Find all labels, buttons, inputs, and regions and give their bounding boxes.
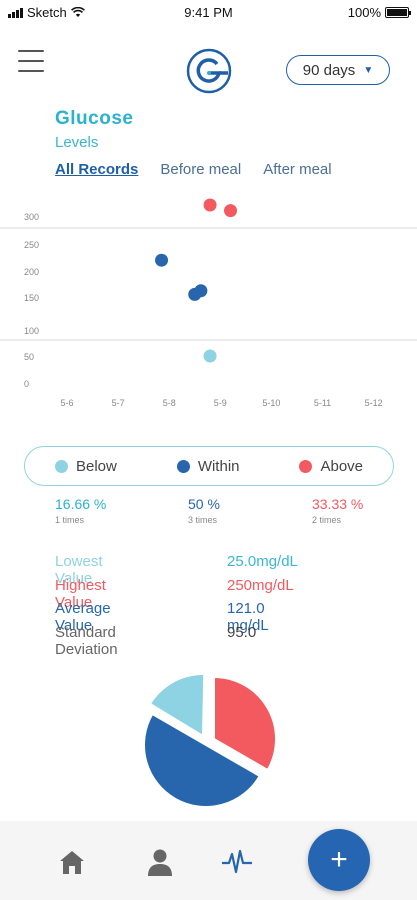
pie-slice-within[interactable] <box>143 712 262 808</box>
range-dropdown[interactable]: 90 days ▼ <box>286 55 390 85</box>
y-tick-label: 250 <box>24 240 39 250</box>
range-label: 90 days <box>302 61 356 79</box>
app-logo <box>186 48 232 94</box>
within-percent: 50 % <box>188 496 220 512</box>
tab-after-meal[interactable]: After meal <box>263 161 332 178</box>
category-legend: Below Within Above <box>24 446 394 486</box>
below-times: 1 times <box>55 515 85 525</box>
x-tick-label: 5-9 <box>214 398 227 408</box>
above-times: 2 times <box>312 515 342 525</box>
tab-all-records[interactable]: All Records <box>55 161 139 178</box>
stat-value: 121.0 mg/dL <box>227 600 269 634</box>
y-tick-label: 100 <box>24 326 39 336</box>
stat-value: 25.0mg/dL <box>227 553 298 570</box>
y-tick-label: 0 <box>24 379 29 389</box>
x-tick-label: 5-10 <box>262 398 280 408</box>
above-data-point[interactable] <box>224 204 238 218</box>
within-data-point[interactable] <box>194 284 208 298</box>
data-points <box>155 198 238 363</box>
page-subtitle: Levels <box>55 134 99 151</box>
carrier-group: Sketch <box>8 5 85 20</box>
y-axis-ticks: 300 250 200 150 100 50 0 <box>24 212 39 389</box>
page-title: Glucose <box>55 108 134 129</box>
signal-icon <box>8 7 23 18</box>
carrier-name: Sketch <box>27 5 67 20</box>
within-data-point[interactable] <box>155 253 169 267</box>
y-tick-label: 300 <box>24 212 39 222</box>
below-dot-icon <box>54 459 68 473</box>
within-times: 3 times <box>188 515 218 525</box>
caret-down-icon: ▼ <box>363 64 374 76</box>
tab-before-meal[interactable]: Before meal <box>160 161 242 178</box>
x-tick-label: 5-7 <box>112 398 125 408</box>
legend-label: Below <box>75 457 117 475</box>
profile-icon[interactable] <box>147 848 173 876</box>
below-percent: 16.66 % <box>55 496 107 512</box>
above-percent: 33.33 % <box>312 496 364 512</box>
y-tick-label: 200 <box>24 267 39 277</box>
stat-value: 250mg/dL <box>227 576 294 594</box>
within-dot-icon <box>176 459 190 473</box>
record-tabs: All Records Before meal After meal <box>55 161 354 178</box>
add-record-button[interactable]: + <box>308 829 370 891</box>
x-tick-label: 5-11 <box>314 398 331 408</box>
x-tick-label: 5-12 <box>365 398 383 408</box>
legend-label: Within <box>197 457 240 475</box>
home-icon[interactable] <box>58 849 86 875</box>
legend-below[interactable]: Below <box>54 457 117 475</box>
stat-label: Lowest Value <box>55 553 103 587</box>
menu-icon[interactable] <box>18 50 44 72</box>
battery-percent: 100% <box>347 5 381 20</box>
x-tick-label: 5-8 <box>163 398 176 408</box>
pie-slice-below[interactable] <box>148 673 206 738</box>
above-dot-icon <box>299 459 313 473</box>
above-data-point[interactable] <box>203 198 217 212</box>
y-tick-label: 50 <box>24 352 34 362</box>
stat-label: Average Value <box>55 600 111 634</box>
legend-within[interactable]: Within <box>176 457 240 475</box>
distribution-pie-chart <box>143 673 277 808</box>
stat-label: Highest Value <box>55 576 106 611</box>
status-time: 9:41 PM <box>184 5 233 20</box>
stat-label: Standard Deviation <box>55 623 118 658</box>
below-data-point[interactable] <box>203 349 217 363</box>
legend-label: Above <box>320 457 364 475</box>
wifi-icon <box>70 7 85 17</box>
battery-icon <box>385 7 411 18</box>
y-tick-label: 150 <box>24 293 39 303</box>
battery-group: 100% <box>347 5 411 20</box>
legend-above[interactable]: Above <box>299 458 363 475</box>
x-axis-ticks: 5-6 5-7 5-8 5-9 5-10 5-11 5-12 <box>60 398 382 408</box>
activity-icon[interactable] <box>221 848 253 876</box>
status-bar: Sketch 9:41 PM 100% <box>0 0 417 26</box>
pie-slice-above[interactable] <box>213 675 277 772</box>
x-tick-label: 5-6 <box>60 398 73 408</box>
stat-value: 95.0 <box>227 623 257 641</box>
